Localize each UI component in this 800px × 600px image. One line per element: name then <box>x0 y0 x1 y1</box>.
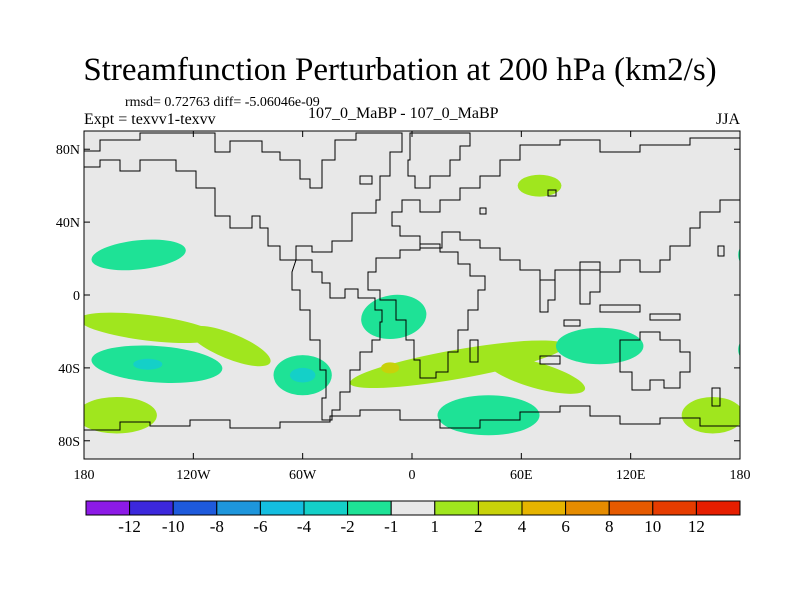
colorbar-swatch <box>259 500 305 516</box>
anomaly-region-4 <box>133 358 163 370</box>
colorbar-swatch <box>652 500 697 516</box>
axis-ticks: 180 120W 60W 0 60E 120E 180 80N 40N 0 40S 80S <box>56 131 751 483</box>
y-tick-label: 40N <box>56 216 80 231</box>
x-tick-label: 180 <box>74 468 95 483</box>
colorbar-swatch <box>85 500 131 516</box>
colorbar-swatch <box>695 500 741 516</box>
colorbar-swatch <box>390 500 436 516</box>
colorbar-swatch <box>347 500 392 516</box>
coastline-indonesia <box>599 304 681 321</box>
colorbar-label: 4 <box>518 517 527 536</box>
x-tick-label: 180 <box>730 468 751 483</box>
colorbar-swatch <box>303 500 349 516</box>
anomaly-region-12 <box>437 395 540 436</box>
anomaly-region-7 <box>84 397 157 434</box>
x-tick-label: 120E <box>616 468 646 483</box>
coastline-antarctica <box>84 405 740 431</box>
coastline-australia <box>619 331 691 391</box>
x-tick-label: 120W <box>176 468 211 483</box>
coastline-new-zealand <box>711 387 721 407</box>
y-tick-label: 80N <box>56 143 80 158</box>
chart-title: Streamfunction Perturbation at 200 hPa (… <box>83 52 717 88</box>
coastline-africa <box>367 243 486 379</box>
colorbar-label: 6 <box>561 517 570 536</box>
y-tick-label: 80S <box>58 435 80 450</box>
runs-label: 107_0_MaBP - 107_0_MaBP <box>308 105 499 122</box>
colorbar-label: -10 <box>162 517 185 536</box>
colorbar-swatch <box>434 500 479 516</box>
colorbar-label: -4 <box>297 517 312 536</box>
anomaly-region-15 <box>681 397 740 434</box>
colorbar-label: 12 <box>688 517 705 536</box>
colorbar-label: -1 <box>384 517 398 536</box>
colorbar-label: 2 <box>474 517 483 536</box>
x-tick-label: 60E <box>510 468 533 483</box>
colorbar-label: -2 <box>341 517 355 536</box>
anomaly-region-11 <box>381 362 400 374</box>
colorbar-swatch <box>565 500 610 516</box>
stats-label: rmsd= 0.72763 diff= -5.06046e-09 <box>125 95 320 110</box>
plot-background <box>84 131 740 459</box>
colorbar-label: 8 <box>605 517 614 536</box>
anomaly-region-8 <box>361 294 427 339</box>
season-label: JJA <box>716 111 741 128</box>
anomaly-region-2 <box>188 325 271 367</box>
coastline-south-asia <box>539 269 601 313</box>
anomaly-region-6 <box>289 367 316 383</box>
anomaly-region-0 <box>91 239 186 271</box>
experiment-label: Expt = texvv1-texvv <box>84 111 216 128</box>
coastline-greenland <box>407 132 471 189</box>
anomaly-region-1 <box>84 312 217 344</box>
colorbar-label: -12 <box>118 517 141 536</box>
colorbar: -12 -10 -8 -6 -4 -2 -1 1 2 4 6 8 10 12 <box>85 500 741 536</box>
colorbar-label: -8 <box>210 517 224 536</box>
coastline-north-america <box>84 132 403 261</box>
y-tick-label: 0 <box>73 289 80 304</box>
coastline-south-america <box>291 259 383 421</box>
anomaly-region-14 <box>517 174 562 197</box>
colorbar-swatch <box>172 500 218 516</box>
colorbar-swatch <box>129 500 174 516</box>
colorbar-label: 10 <box>644 517 661 536</box>
anomaly-region-13 <box>555 327 644 365</box>
coastline-islands <box>359 175 725 365</box>
anomaly-region-9 <box>349 340 566 389</box>
colorbar-label: -6 <box>253 517 267 536</box>
anomaly-layer <box>84 174 740 436</box>
colorbar-label: 1 <box>431 517 440 536</box>
colorbar-swatch <box>521 500 567 516</box>
anomaly-region-10 <box>486 356 586 394</box>
colorbar-swatch <box>477 500 523 516</box>
x-tick-label: 0 <box>409 468 416 483</box>
colorbar-swatch <box>608 500 654 516</box>
x-tick-label: 60W <box>289 468 317 483</box>
coastline-eurasia <box>391 137 740 281</box>
y-tick-label: 40S <box>58 362 80 377</box>
colorbar-swatch <box>216 500 261 516</box>
coastlines <box>84 132 740 431</box>
coastline-madagascar <box>469 339 479 363</box>
